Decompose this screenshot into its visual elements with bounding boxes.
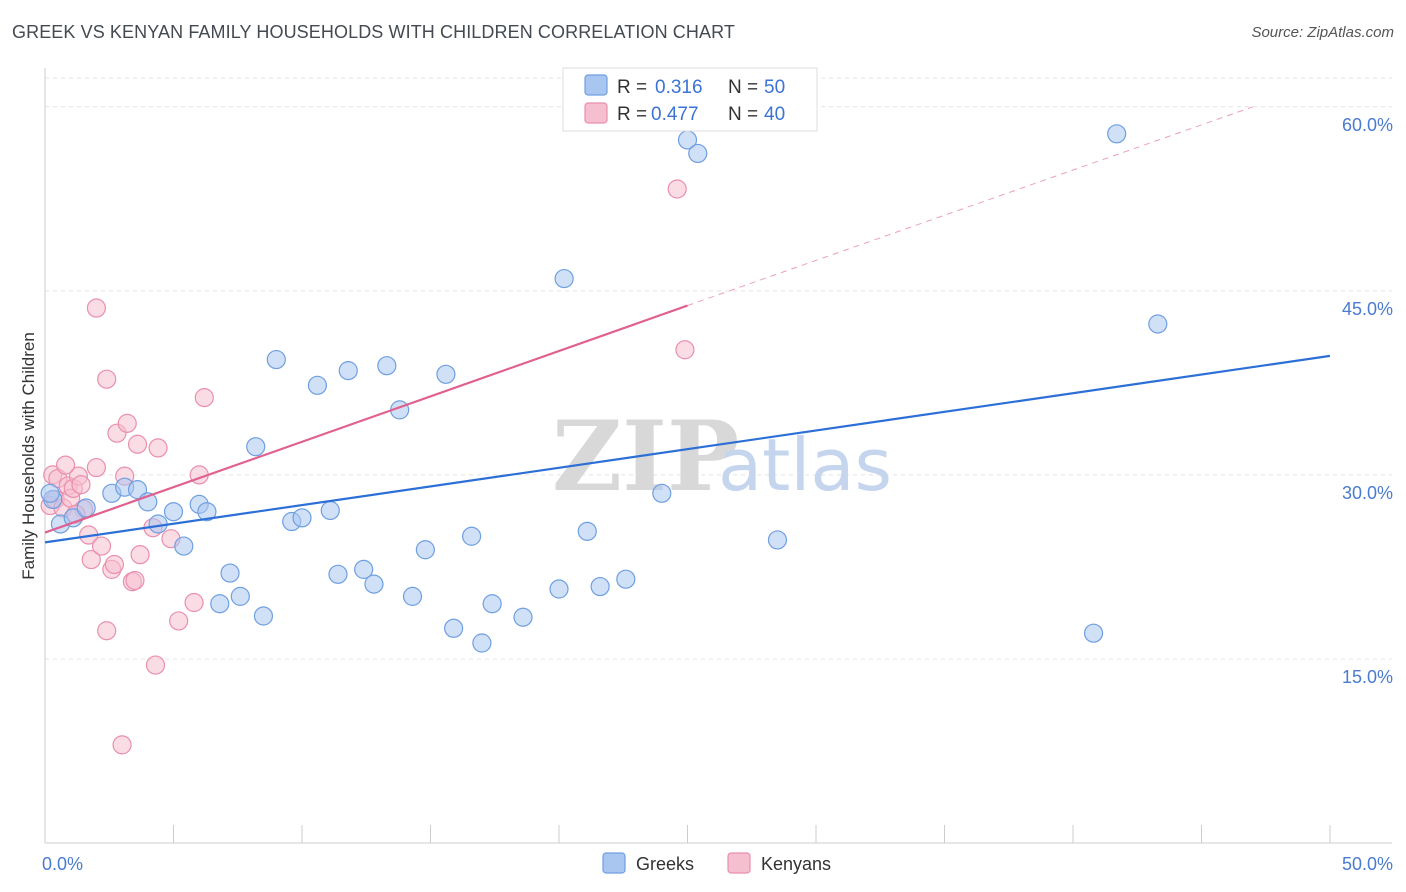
greeks-point xyxy=(328,564,348,584)
watermark-atlas: atlas xyxy=(718,423,892,507)
greeks-point xyxy=(767,530,788,550)
greeks-point xyxy=(554,268,574,289)
kenyans-point xyxy=(97,369,117,389)
greeks-point xyxy=(307,375,328,395)
grid-lines xyxy=(45,77,1392,660)
greeks-point xyxy=(482,594,502,614)
greeks-point xyxy=(377,356,397,376)
greeks-point xyxy=(76,498,96,518)
source-label: Source: ZipAtlas.com xyxy=(1251,24,1394,41)
kenyans-point xyxy=(127,434,148,454)
greeks-point xyxy=(1083,623,1104,643)
y-tick-labels: 15.0% 30.0% 45.0% 60.0% xyxy=(1342,115,1393,687)
legend-greeks-swatch xyxy=(584,74,608,96)
kenyans-point xyxy=(117,413,137,433)
greeks-point xyxy=(364,574,384,594)
greeks-point xyxy=(549,579,569,599)
greeks-point xyxy=(472,633,492,653)
legend-greeks-n-label: N = xyxy=(728,77,758,98)
kenyans-point xyxy=(667,179,687,199)
y-tick-label: 15.0% xyxy=(1342,667,1393,687)
kenyans-point xyxy=(112,735,132,755)
legend-kenyans-swatch xyxy=(584,102,608,124)
greeks-point xyxy=(230,586,250,606)
x-tick-label-min: 0.0% xyxy=(42,854,83,874)
greeks-point xyxy=(354,559,374,579)
greeks-point xyxy=(652,483,672,503)
x-tick-label-max: 50.0% xyxy=(1342,854,1393,874)
greeks-point xyxy=(40,483,60,503)
legend-greeks-r-value: 0.316 xyxy=(655,77,703,98)
bottom-legend-kenyans-label: Kenyans xyxy=(761,854,831,874)
greeks-point xyxy=(415,540,435,560)
greeks-point xyxy=(462,526,482,546)
greeks-point xyxy=(246,437,266,457)
greeks-point xyxy=(210,594,230,614)
kenyans-point xyxy=(91,536,112,556)
greeks-point xyxy=(436,364,456,384)
correlation-legend: R = 0.316 N = 50 R = 0.477 N = 40 xyxy=(562,67,818,132)
greeks-point xyxy=(63,508,83,528)
greeks-point xyxy=(320,500,340,521)
legend-greeks-r-label: R = xyxy=(617,77,647,98)
kenyans-trend-extension xyxy=(687,106,1254,307)
greeks-point xyxy=(197,502,217,522)
kenyans-point xyxy=(145,655,166,675)
kenyans-point xyxy=(184,592,204,613)
y-tick-label: 45.0% xyxy=(1342,299,1393,319)
legend-kenyans-r-label: R = xyxy=(617,104,647,125)
series-legend: Greeks Kenyans xyxy=(602,852,831,874)
kenyans-point xyxy=(86,298,107,318)
greeks-trend-line xyxy=(44,354,1331,544)
x-tick-labels: 0.0% 50.0% xyxy=(42,854,1393,874)
kenyans-point xyxy=(86,457,107,478)
bottom-legend-greeks-swatch xyxy=(602,852,626,874)
legend-greeks-n-value: 50 xyxy=(764,77,785,98)
greeks-point xyxy=(590,576,610,597)
kenyans-point xyxy=(130,545,150,565)
kenyans-point xyxy=(55,455,76,475)
kenyans-point xyxy=(81,549,101,570)
legend-kenyans-n-value: 40 xyxy=(764,104,785,125)
greeks-point xyxy=(253,606,274,626)
kenyans-point xyxy=(675,340,695,360)
y-tick-label: 60.0% xyxy=(1342,115,1393,135)
y-axis-label: Family Households with Children xyxy=(19,332,38,580)
kenyans-point xyxy=(148,438,168,458)
greeks-point xyxy=(444,618,464,638)
y-tick-label: 30.0% xyxy=(1342,483,1393,503)
greeks-point xyxy=(513,607,533,627)
greeks-point xyxy=(220,563,240,583)
kenyans-point xyxy=(125,570,145,591)
kenyans-point xyxy=(169,611,189,631)
kenyans-point xyxy=(97,621,117,641)
kenyans-point xyxy=(71,475,91,495)
watermark-zip: ZIP xyxy=(552,400,739,513)
kenyans-point xyxy=(194,388,214,408)
legend-kenyans-n-label: N = xyxy=(728,104,758,125)
chart-title: GREEK VS KENYAN FAMILY HOUSEHOLDS WITH C… xyxy=(12,22,735,42)
greeks-point xyxy=(174,536,194,556)
greeks-point xyxy=(688,143,708,164)
trend-lines xyxy=(44,106,1331,544)
bottom-legend-kenyans-swatch xyxy=(727,852,751,874)
greeks-point xyxy=(1107,124,1127,144)
kenyans-points xyxy=(40,179,695,755)
greeks-point xyxy=(127,480,148,500)
kenyans-trend-line xyxy=(44,304,688,534)
greeks-point xyxy=(402,586,423,606)
kenyans-point xyxy=(104,554,124,575)
bottom-legend-greeks-label: Greeks xyxy=(636,854,694,874)
greeks-point xyxy=(292,508,312,528)
greeks-point xyxy=(266,349,286,370)
greeks-point xyxy=(577,521,597,541)
legend-kenyans-r-value: 0.477 xyxy=(651,104,699,125)
greeks-point xyxy=(616,569,636,589)
greeks-point xyxy=(1148,314,1168,334)
axes xyxy=(44,68,1392,844)
greeks-point xyxy=(163,502,184,522)
greeks-point xyxy=(338,361,358,381)
greeks-points xyxy=(40,124,1168,653)
